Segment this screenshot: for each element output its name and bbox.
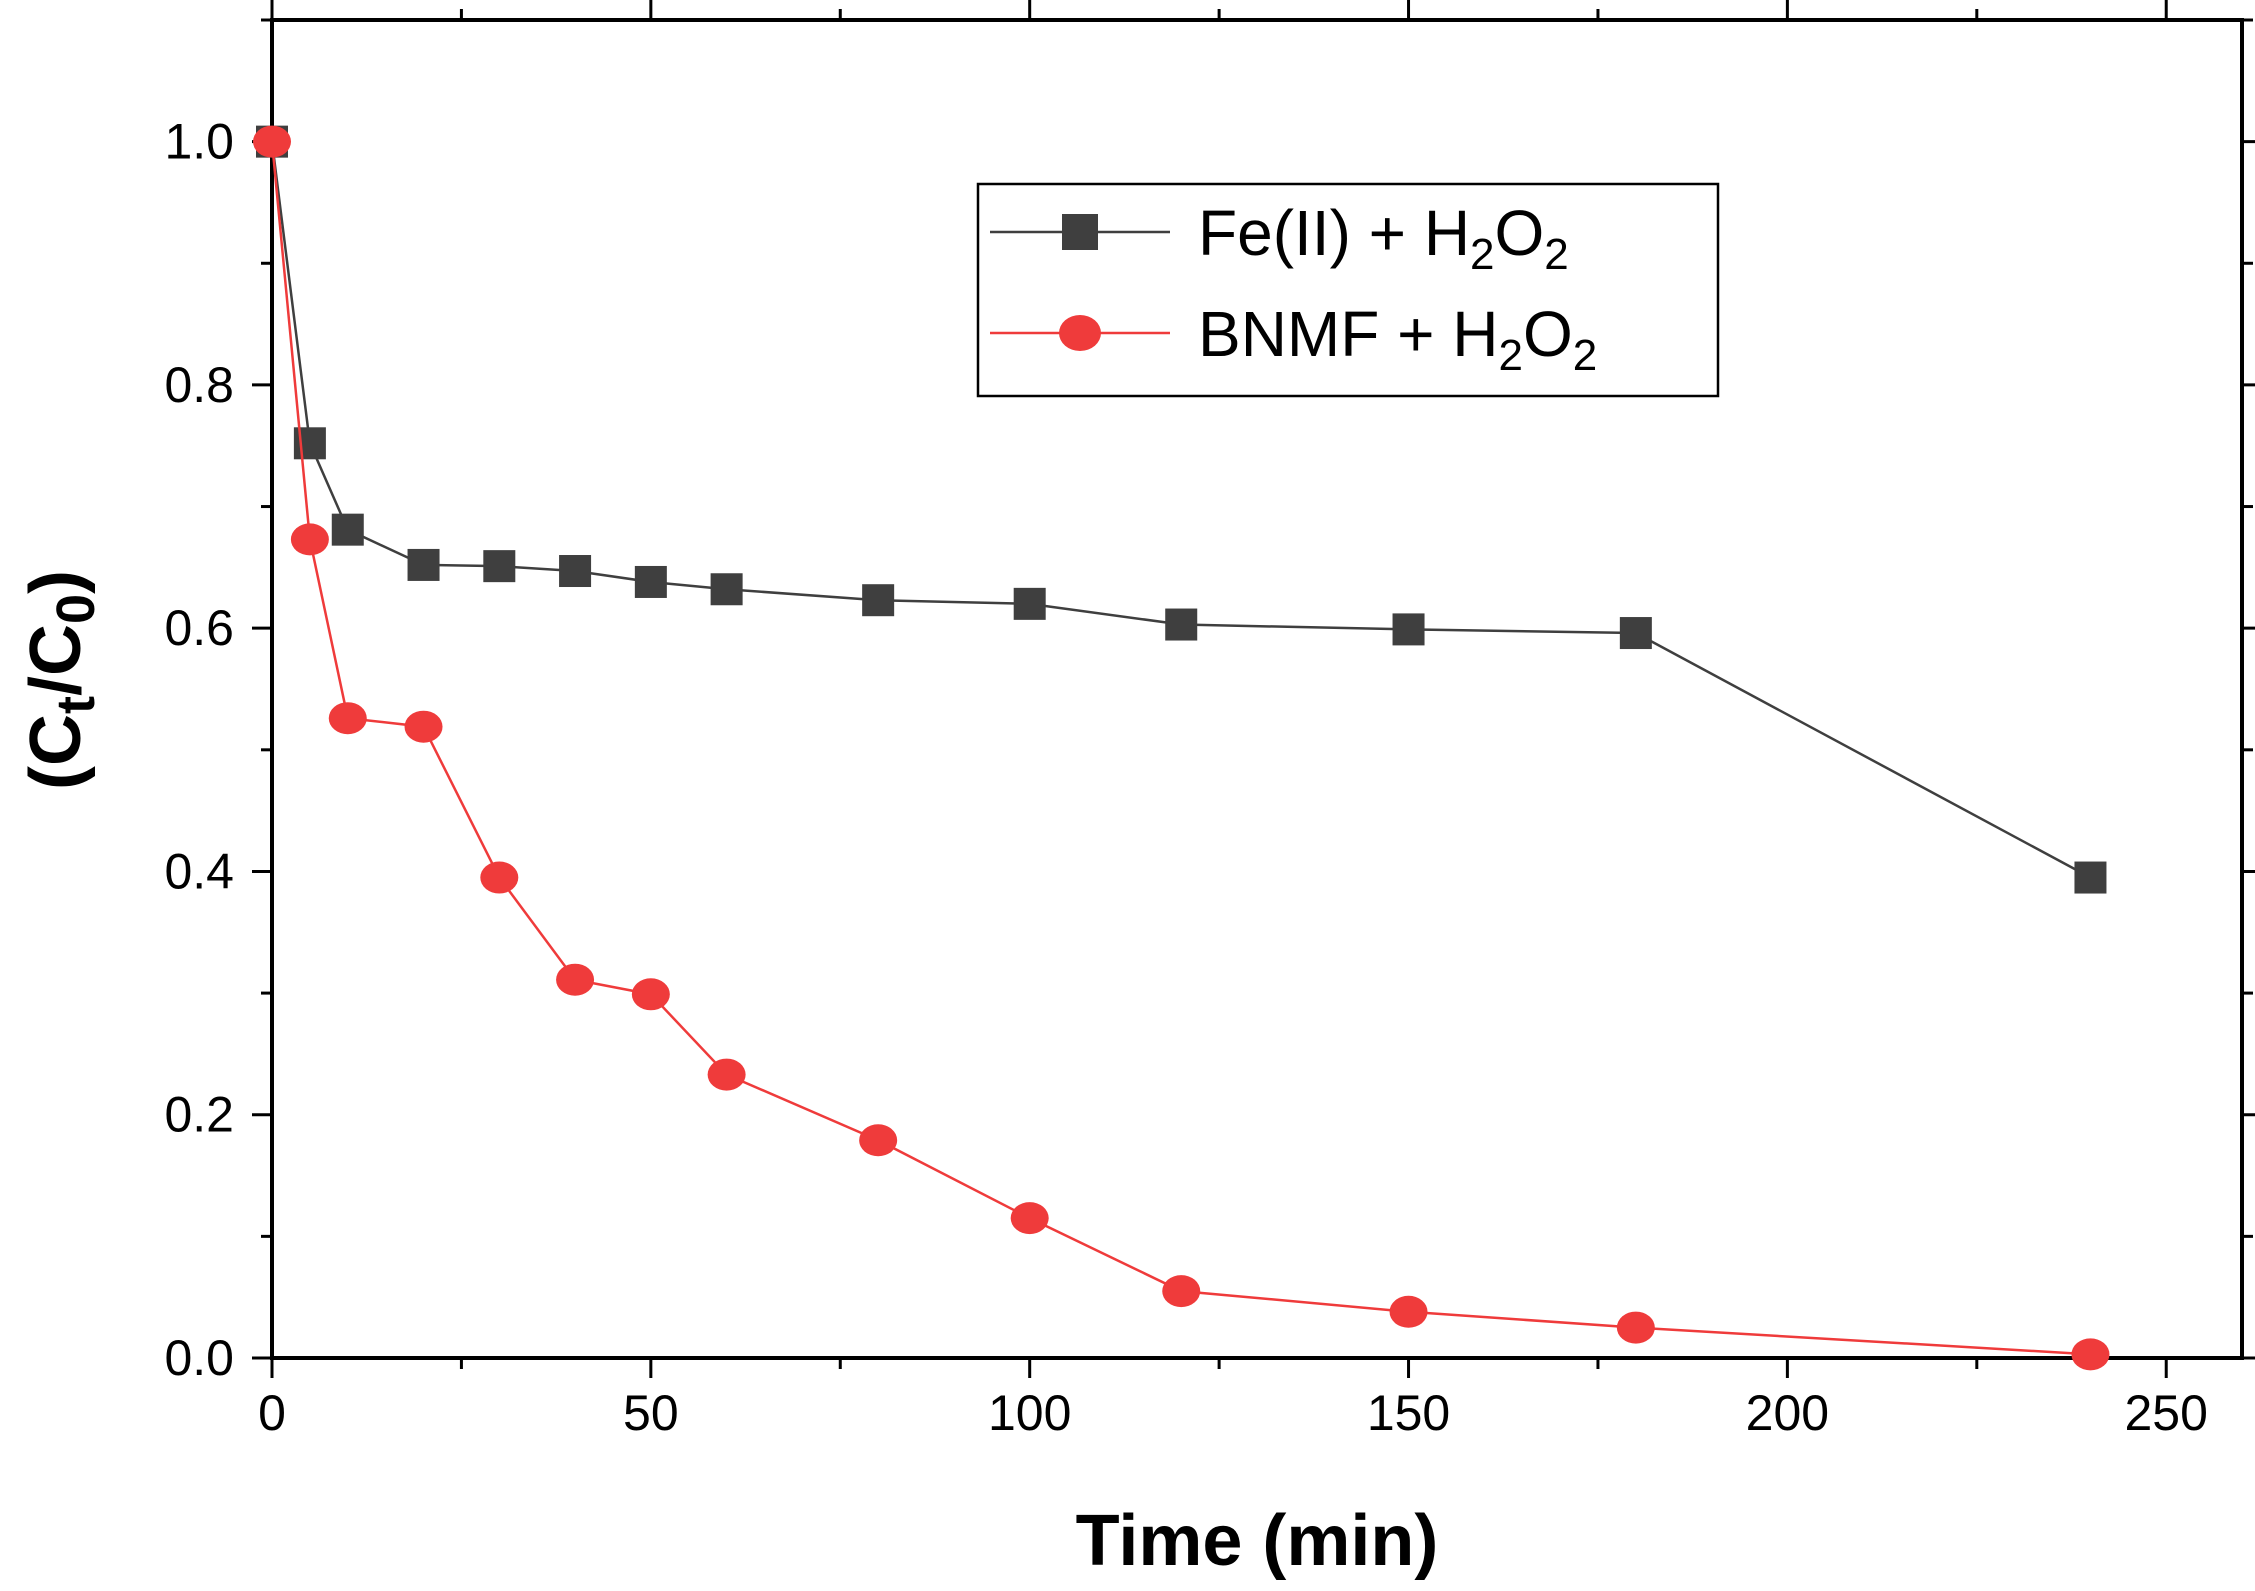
data-point — [331, 513, 364, 546]
y-tick-label: 0.4 — [164, 843, 234, 899]
y-axis-title: (Ct/C0) — [16, 570, 106, 790]
data-point — [1162, 1275, 1201, 1308]
data-point — [1616, 1311, 1655, 1344]
data-point — [290, 523, 329, 556]
data-point — [1013, 587, 1046, 620]
legend: Fe(II) + H2O2 BNMF + H2O2 — [976, 182, 1720, 398]
legend-marker-fe — [1062, 214, 1098, 250]
legend-marker-bnmf — [1059, 315, 1101, 351]
plot-frame — [270, 18, 2244, 1360]
data-point — [859, 1124, 898, 1157]
y-tick-label: 0.2 — [164, 1087, 234, 1143]
x-axis-title: Time (min) — [1076, 1501, 1439, 1581]
data-point — [1165, 608, 1198, 641]
data-point — [1010, 1202, 1049, 1235]
data-point — [483, 550, 516, 583]
x-tick-label: 150 — [1367, 1385, 1450, 1441]
data-point — [556, 963, 595, 996]
y-tick-label: 0.0 — [164, 1330, 234, 1386]
data-point — [631, 978, 670, 1011]
x-tick-label: 250 — [2125, 1385, 2208, 1441]
series-bnmf — [253, 125, 2110, 1371]
data-point — [1392, 613, 1425, 646]
axis-ticks — [252, 0, 2255, 1378]
x-tick-label: 50 — [623, 1385, 679, 1441]
legend-label-bnmf: BNMF + H2O2 — [1198, 298, 1597, 380]
data-point — [407, 548, 440, 581]
data-point — [1619, 617, 1652, 650]
data-point — [862, 584, 895, 617]
data-point — [634, 565, 667, 598]
legend-label-fe: Fe(II) + H2O2 — [1198, 197, 1569, 279]
y-tick-label: 0.8 — [164, 357, 234, 413]
data-point — [707, 1058, 746, 1091]
data-point — [710, 573, 743, 606]
data-point — [2071, 1338, 2110, 1371]
data-point — [559, 555, 592, 588]
data-point — [328, 702, 367, 735]
x-tick-label: 100 — [988, 1385, 1071, 1441]
x-tick-label: 0 — [258, 1385, 286, 1441]
axis-tick-labels: 0 50 100 150 200 250 0.0 0.2 0.4 0.6 0.8 1.0 — [164, 114, 2207, 1441]
data-point — [1389, 1295, 1428, 1328]
y-tick-label: 1.0 — [164, 114, 234, 170]
data-point — [253, 125, 291, 158]
data-point — [480, 861, 519, 894]
x-tick-label: 200 — [1746, 1385, 1829, 1441]
series-layer — [253, 125, 2110, 1371]
data-point — [404, 710, 443, 743]
legend-box — [976, 182, 1720, 398]
y-tick-label: 0.6 — [164, 600, 234, 656]
data-point — [2074, 861, 2107, 894]
